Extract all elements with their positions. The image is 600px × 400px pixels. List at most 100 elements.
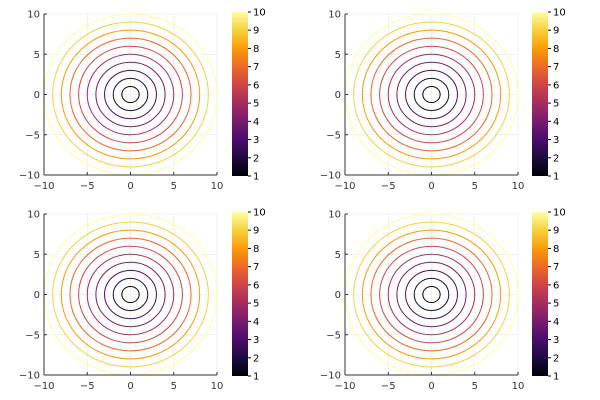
y-tick-label: −10 — [19, 171, 40, 182]
contour-line — [405, 69, 458, 120]
colorbar — [532, 212, 548, 376]
x-tick-label: 0 — [428, 181, 434, 192]
y-tick-label: −5 — [25, 330, 40, 341]
y-tick-label: −10 — [19, 371, 40, 382]
contour-line — [104, 269, 157, 320]
colorbar-tick-label: 8 — [553, 244, 559, 255]
x-tick-label: 0 — [127, 181, 133, 192]
x-tick-label: 5 — [472, 381, 478, 392]
y-tick-label: −10 — [320, 371, 341, 382]
x-tick-label: 10 — [512, 181, 525, 192]
colorbar-tick-label: 2 — [253, 153, 259, 164]
colorbar-tick-label: 7 — [553, 62, 559, 73]
colorbar-tick-label: 5 — [553, 99, 559, 110]
colorbar-tick-label: 2 — [253, 353, 259, 364]
y-tick-label: −5 — [326, 130, 341, 141]
colorbar-tick-label: 6 — [553, 80, 559, 91]
x-tick-label: 10 — [211, 181, 224, 192]
contour-line — [370, 237, 493, 352]
colorbar-tick-label: 6 — [253, 280, 259, 291]
contour-line — [112, 277, 149, 312]
colorbar-tick-label: 4 — [553, 117, 559, 128]
contour-panel-2: −10 −5 0 5 10 10 5 0 −5 −10 10 9 8 7 6 5 4 3 2 1 — [320, 8, 566, 193]
colorbar-tick-label: 1 — [553, 372, 559, 383]
contour-line — [379, 45, 484, 144]
colorbar-tick-label: 7 — [253, 262, 259, 273]
x-tick-label: −10 — [33, 381, 54, 392]
contour-line — [396, 61, 467, 128]
contour-line — [413, 277, 450, 312]
contour-line — [361, 29, 502, 160]
x-tick-label: 5 — [472, 181, 478, 192]
y-tick-label: 10 — [27, 210, 40, 221]
contour-line — [413, 77, 450, 112]
colorbar-tick-label: 1 — [253, 172, 259, 183]
y-tick-label: 5 — [34, 50, 40, 61]
x-tick-label: −10 — [33, 181, 54, 192]
contour-line — [52, 221, 209, 368]
y-tick-label: −10 — [320, 171, 341, 182]
contour-line — [78, 45, 183, 144]
colorbar-tick-label: 6 — [553, 280, 559, 291]
contour-line — [353, 21, 510, 168]
colorbar-tick-label: 10 — [553, 208, 566, 219]
colorbar-tick-label: 4 — [553, 317, 559, 328]
contour-line — [405, 269, 458, 320]
contour-panel-1: −10 −5 0 5 10 10 5 0 −5 −10 10 9 8 7 6 5 4 3 2 1 — [19, 8, 266, 193]
colorbar-tick-label: 9 — [253, 226, 259, 237]
x-tick-label: −5 — [80, 381, 95, 392]
colorbar — [532, 12, 548, 176]
colorbar-tick-label: 10 — [553, 8, 566, 19]
colorbar-tick-label: 6 — [253, 80, 259, 91]
contour-panel-4: −10 −5 0 5 10 10 5 0 −5 −10 10 9 8 7 6 5 4 3 2 1 — [320, 208, 566, 393]
colorbar-tick-label: 4 — [253, 117, 259, 128]
contour-line — [52, 21, 209, 168]
colorbar-tick-label: 8 — [253, 244, 259, 255]
x-tick-label: 5 — [171, 381, 177, 392]
colorbar-tick-label: 2 — [553, 153, 559, 164]
x-tick-label: 10 — [211, 381, 224, 392]
contour-line — [422, 85, 441, 104]
contour-line — [112, 77, 149, 112]
contour-line — [121, 285, 140, 304]
x-tick-label: 0 — [127, 381, 133, 392]
x-tick-label: −10 — [334, 381, 355, 392]
x-tick-label: −5 — [80, 181, 95, 192]
colorbar-tick-label: 10 — [253, 8, 266, 19]
colorbar — [232, 12, 248, 176]
x-tick-label: 5 — [171, 181, 177, 192]
colorbar-tick-label: 7 — [553, 262, 559, 273]
colorbar-tick-label: 5 — [253, 99, 259, 110]
colorbar-tick-label: 1 — [253, 372, 259, 383]
colorbar-tick-label: 9 — [553, 26, 559, 37]
contour-line — [379, 245, 484, 344]
contour-line — [95, 261, 166, 328]
colorbar-tick-label: 5 — [553, 299, 559, 310]
y-tick-label: 10 — [328, 210, 341, 221]
x-tick-label: 10 — [512, 381, 525, 392]
contour-line — [396, 261, 467, 328]
contour-line — [69, 237, 192, 352]
contour-line — [86, 253, 175, 336]
contour-line — [353, 221, 510, 368]
colorbar-tick-label: 4 — [253, 317, 259, 328]
contour-line — [78, 245, 183, 344]
colorbar-tick-label: 3 — [253, 335, 259, 346]
colorbar-tick-label: 9 — [553, 226, 559, 237]
y-tick-label: 0 — [335, 290, 341, 301]
colorbar — [232, 212, 248, 376]
y-tick-label: 0 — [335, 90, 341, 101]
contour-line — [60, 29, 201, 160]
colorbar-tick-label: 3 — [553, 135, 559, 146]
colorbar-tick-label: 2 — [553, 353, 559, 364]
colorbar-tick-label: 5 — [253, 299, 259, 310]
colorbar-tick-label: 7 — [253, 62, 259, 73]
colorbar-tick-label: 8 — [553, 44, 559, 55]
contour-line — [361, 229, 502, 360]
y-tick-label: −5 — [25, 130, 40, 141]
contour-line — [104, 69, 157, 120]
contour-line — [60, 229, 201, 360]
contour-line — [86, 53, 175, 136]
y-tick-label: 10 — [328, 10, 341, 21]
